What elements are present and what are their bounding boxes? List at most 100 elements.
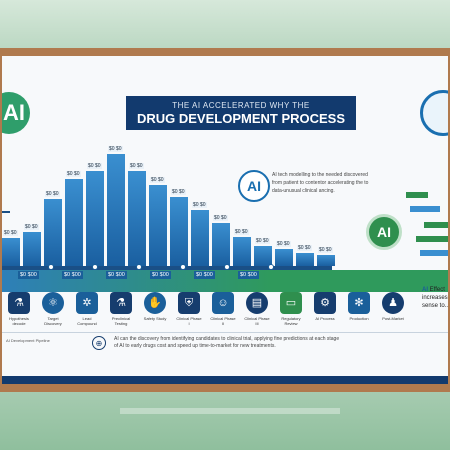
bar-label: $0 $0 [45, 191, 60, 197]
stage-item: ✲ Lead Compound [74, 292, 100, 326]
step-dot [48, 264, 54, 270]
gear-icon: ⚙ [314, 292, 336, 314]
bar-label: $0 $0 [192, 202, 207, 208]
chart-bar [65, 179, 83, 266]
bar-label: $0 $0 [213, 215, 228, 221]
icon-glyph: ☺ [217, 296, 229, 309]
chart-bar [128, 171, 146, 266]
chart-icon: ▤ [246, 292, 268, 314]
bar-label: $0 $0 [66, 171, 81, 177]
stage-caption: Clinical Phase III [244, 316, 270, 326]
stage-item: ▤ Clinical Phase III [244, 292, 270, 326]
panel-bar [424, 222, 448, 228]
step-label: $0 $00 [106, 271, 127, 279]
chart-bar [149, 185, 167, 266]
flask-icon: ⚗ [110, 292, 132, 314]
right-infographic [396, 156, 448, 266]
monitor-icon: ▭ [280, 292, 302, 314]
panel-bar [410, 206, 440, 212]
chart-bar [254, 246, 272, 266]
ai-badge-green: AI [366, 214, 402, 250]
bar-label: $0 $0 [255, 238, 270, 244]
stage-item: ⚙ AI Process [312, 292, 338, 321]
chart-bar [191, 210, 209, 266]
stage-caption: Lead Compound [77, 316, 97, 326]
stage-caption: Clinical Phase II [210, 316, 236, 326]
chart-bar [317, 255, 335, 266]
chart-bar [233, 237, 251, 266]
title-box: THE AI ACCELERATED WHY THE DRUG DEVELOPM… [126, 96, 356, 130]
stage-item: ⚗ Hypothesis decode [6, 292, 32, 326]
icon-glyph: ▤ [251, 296, 263, 309]
title-line2: DRUG DEVELOPMENT PROCESS [136, 111, 346, 126]
bar-label: $0 $0 [171, 189, 186, 195]
bar-label: $0 $0 [318, 247, 333, 253]
icon-glyph: ▭ [285, 296, 297, 309]
bar-label: $0 $0 [24, 224, 39, 230]
bar-label: $0 $0 [3, 230, 18, 236]
chart-bar [212, 223, 230, 266]
icon-glyph: ⚗ [116, 296, 126, 309]
microscope-icon: ⚛ [42, 292, 64, 314]
circle-badge-right [420, 90, 448, 136]
icon-glyph: ⚙ [320, 296, 330, 309]
panel-bar [416, 236, 448, 242]
poster-frame: AI THE AI ACCELERATED WHY THE DRUG DEVEL… [0, 48, 450, 392]
step-dot [92, 264, 98, 270]
footer-text: AI can the discovery from identifying ca… [114, 336, 340, 349]
globe-icon: ⊕ [92, 336, 106, 350]
stage-item: ⚛ Target Discovery [40, 292, 66, 326]
chart-bar [44, 199, 62, 266]
shield-icon: ⛨ [178, 292, 200, 314]
footer-divider [2, 332, 448, 333]
stage-caption: Target Discovery [44, 316, 62, 326]
ai-badge-mid: AI [238, 170, 270, 202]
chart-bar [86, 171, 104, 266]
stage-caption: Preclinical Testing [111, 316, 131, 326]
chart-bar [296, 253, 314, 266]
bar-label: $0 $0 [129, 163, 144, 169]
bar-label: $0 $0 [150, 177, 165, 183]
step-label: $0 $00 [150, 271, 171, 279]
stage-caption: Clinical Phase I [176, 316, 202, 326]
step-label: $0 $00 [238, 271, 259, 279]
step-dot [136, 264, 142, 270]
footer-left-text: AI Development Pipeline [6, 338, 50, 343]
step-dot [224, 264, 230, 270]
icon-glyph: ⚗ [14, 296, 24, 309]
chart-bar [170, 197, 188, 266]
chart-bar [23, 232, 41, 266]
axis-tick [2, 211, 10, 213]
patient-icon: ☺ [212, 292, 234, 314]
step-dot [268, 264, 274, 270]
stage-caption: Production [349, 316, 369, 321]
stage-caption: Regulatory Review [281, 316, 301, 326]
icon-glyph: ✋ [148, 296, 162, 309]
bar-label: $0 $0 [87, 163, 102, 169]
person-icon: ♟ [382, 292, 404, 314]
wall-background [0, 0, 450, 48]
stage-item: ⛨ Clinical Phase I [176, 292, 202, 326]
stage-item: ✋ Safety Study [142, 292, 168, 321]
stage-item: ▭ Regulatory Review [278, 292, 304, 326]
stage-icons: ⚗ Hypothesis decode ⚛ Target Discovery ✲ Lead… [2, 292, 448, 334]
chart-bar [2, 238, 20, 266]
panel-bar [406, 192, 428, 198]
chart-bar [107, 154, 125, 266]
bar-label: $0 $0 [234, 229, 249, 235]
step-label: $0 $00 [62, 271, 83, 279]
beaker-icon: ⚗ [8, 292, 30, 314]
icon-glyph: ✻ [354, 296, 364, 309]
floor [0, 392, 450, 450]
chart-baseline [2, 266, 332, 270]
stage-caption: Post-Market [382, 316, 404, 321]
title-line1: THE AI ACCELERATED WHY THE [172, 101, 310, 110]
panel-bar [420, 250, 448, 256]
dna-icon: ✻ [348, 292, 370, 314]
stage-item: ⚗ Preclinical Testing [108, 292, 134, 326]
stage-item: ✻ Production [346, 292, 372, 321]
icon-glyph: ⛨ [184, 296, 194, 309]
stage-caption: Safety Study [143, 316, 167, 321]
stage-item: ☺ Clinical Phase II [210, 292, 236, 326]
reflection [120, 408, 340, 414]
